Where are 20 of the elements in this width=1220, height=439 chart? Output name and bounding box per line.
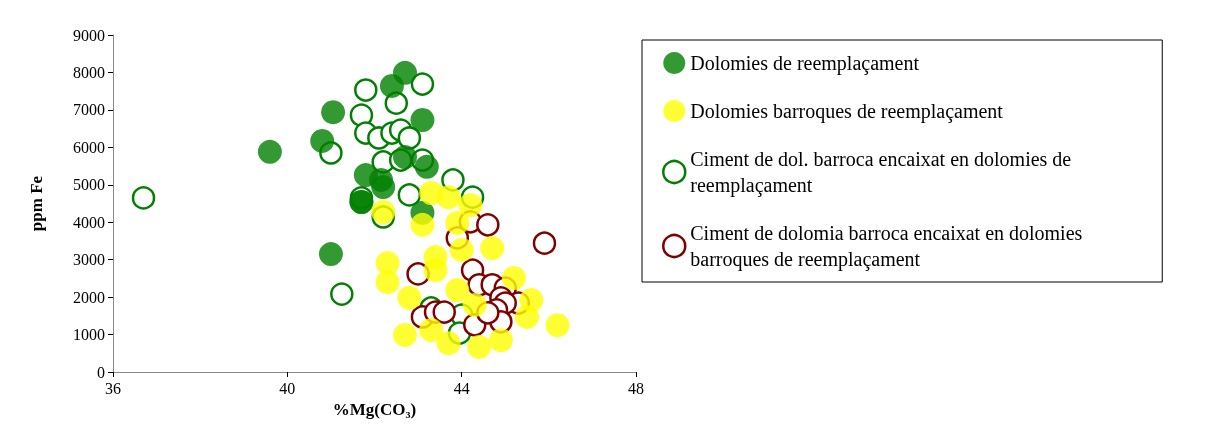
x-axis-title: %Mg(CO₃): [332, 399, 417, 419]
x-tick-label: 48: [628, 379, 644, 397]
y-tick-label: 0: [97, 363, 105, 381]
y-tick-label: 2000: [73, 288, 105, 306]
x-tick-label: 44: [453, 379, 470, 397]
legend-label: Dolomies de reemplaçament: [690, 52, 920, 75]
y-tick-label: 8000: [73, 63, 105, 81]
x-tick-label: 40: [279, 379, 296, 397]
y-axis-title: ppm Fe: [27, 175, 46, 232]
y-tick-label: 4000: [73, 213, 105, 231]
y-tick-label: 9000: [73, 26, 105, 44]
x-tick-label: 36: [105, 379, 121, 397]
y-tick-label: 7000: [73, 101, 105, 119]
legend-label: Ciment de dol. barroca encaixat en dolomies de reemplaçament: [690, 148, 1077, 197]
legend-label: Dolomies barroques de reemplaçament: [690, 100, 1004, 123]
y-tick-label: 6000: [73, 138, 105, 156]
y-tick-label: 3000: [73, 251, 105, 269]
y-tick-label: 5000: [73, 176, 105, 194]
legend-label: Ciment de dolomia barroca encaixat en dolomies barroques de reemplaçament: [690, 222, 1088, 271]
y-tick-label: 1000: [73, 326, 105, 344]
